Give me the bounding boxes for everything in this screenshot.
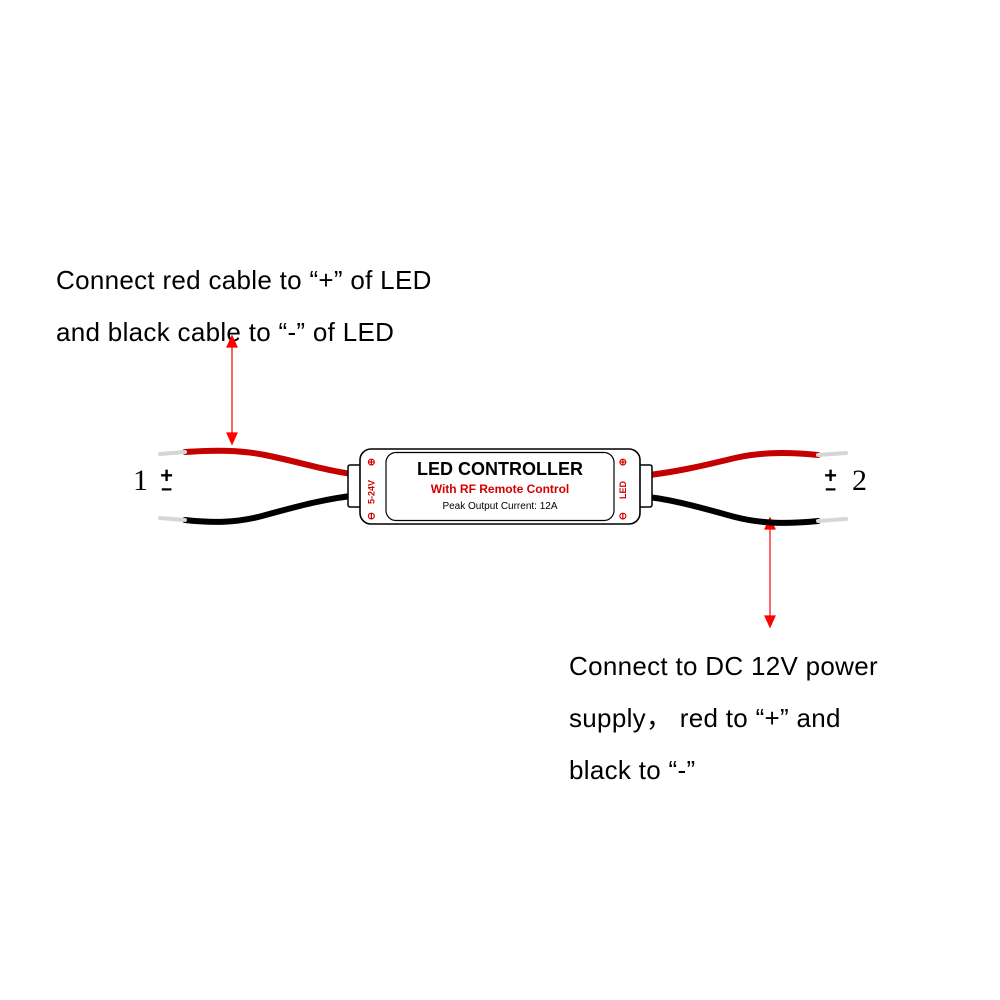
wires-left [160,451,360,522]
controller-spec: Peak Output Current: 12A [442,501,557,512]
wire-right-red-tin [818,453,846,455]
controller-body: ⊖ 5-24V ⊕ ⊖ LED ⊕ LED CONTROLLER With RF… [360,449,640,524]
controller-subtitle: With RF Remote Control [431,482,570,496]
wires-right [640,453,846,523]
wire-right-black [640,496,818,523]
wire-right-red [640,453,818,476]
arrow-left [227,336,237,444]
svg-text:LED: LED [618,480,628,499]
svg-text:⊖: ⊖ [367,512,378,520]
svg-text:⊕: ⊕ [367,458,378,466]
svg-text:⊖: ⊖ [618,512,629,520]
wire-right-black-tin [818,519,846,521]
arrow-right [765,518,775,627]
wire-left-black-tin [160,518,185,520]
wire-left-red [185,451,360,475]
controller-title: LED CONTROLLER [417,459,583,479]
wire-left-black [185,495,360,522]
wiring-diagram: ⊖ 5-24V ⊕ ⊖ LED ⊕ LED CONTROLLER With RF… [0,0,1000,1000]
svg-text:⊕: ⊕ [618,458,629,466]
wire-left-red-tin [160,452,185,454]
svg-text:5-24V: 5-24V [367,480,377,504]
